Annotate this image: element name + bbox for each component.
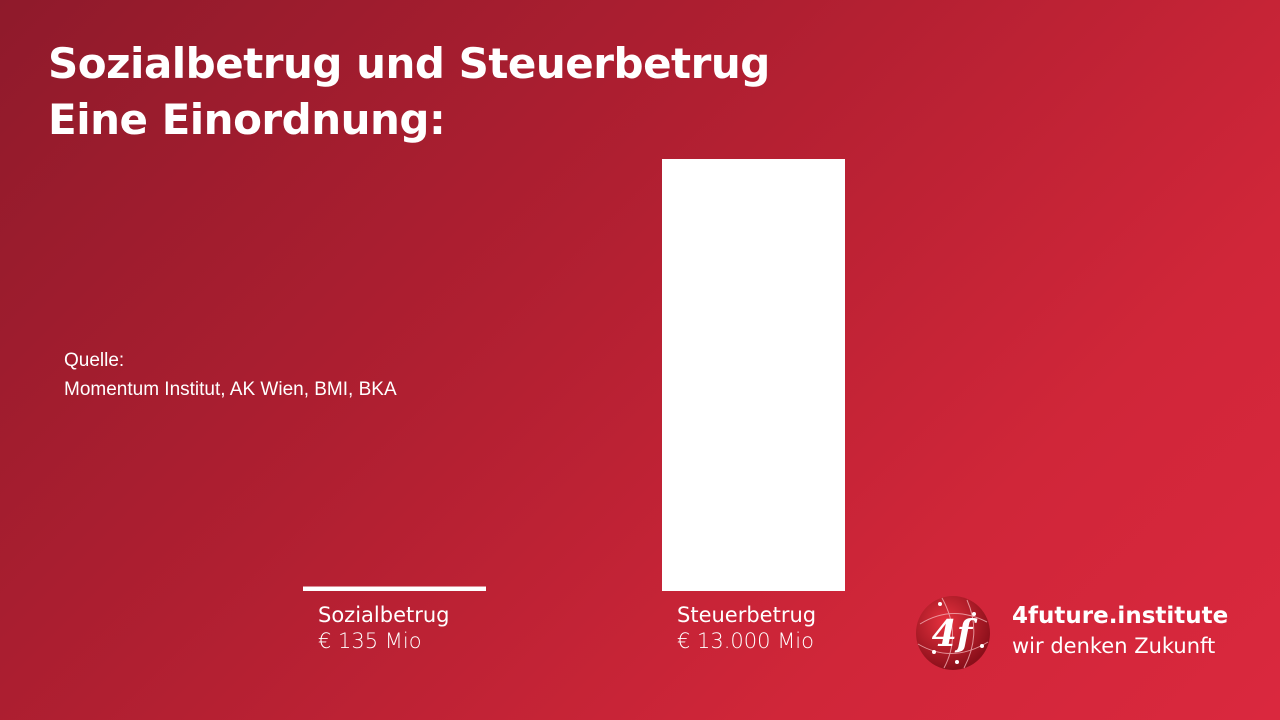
category-label-sozialbetrug: Sozialbetrug € 135 Mio	[318, 602, 450, 654]
title-line-2: Eine Einordnung:	[48, 95, 446, 144]
page-title: Sozialbetrug und Steuerbetrug Eine Einor…	[48, 36, 770, 148]
bar-steuerbetrug	[662, 159, 845, 591]
data-label: € 13.000 Mio	[677, 629, 814, 653]
svg-text:4f: 4f	[932, 613, 978, 655]
category-label-steuerbetrug: Steuerbetrug € 13.000 Mio	[677, 602, 816, 654]
bar-sozialbetrug	[303, 586, 486, 591]
source-note: Quelle: Momentum Institut, AK Wien, BMI,…	[64, 346, 397, 404]
globe-logo-icon: 4f	[916, 596, 990, 670]
brand-block: 4future.institute wir denken Zukunft	[1012, 601, 1228, 661]
category-name: Sozialbetrug	[318, 603, 450, 627]
source-text: Momentum Institut, AK Wien, BMI, BKA	[64, 379, 397, 400]
category-name: Steuerbetrug	[677, 603, 817, 627]
brand-tagline: wir denken Zukunft	[1012, 634, 1216, 658]
source-label: Quelle:	[64, 350, 125, 371]
data-label: € 135 Mio	[318, 629, 422, 653]
brand-name: 4future.institute	[1012, 603, 1229, 629]
title-line-1: Sozialbetrug und Steuerbetrug	[48, 39, 770, 88]
